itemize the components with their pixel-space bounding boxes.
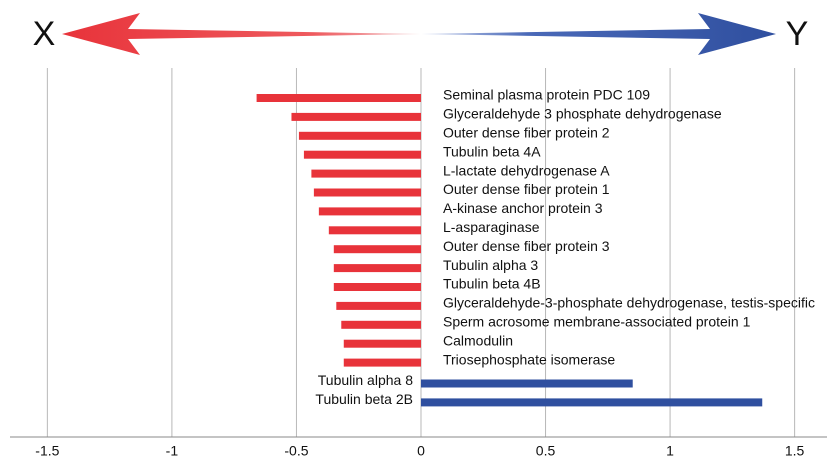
x-tick-label: 0 [417, 443, 425, 459]
bar-label: A-kinase anchor protein 3 [443, 200, 603, 216]
x-tick-label: 0.5 [536, 443, 556, 459]
bar-label: Sperm acrosome membrane-associated prote… [443, 314, 751, 330]
left-arrow [62, 13, 421, 55]
bar-label: Tubulin beta 4A [443, 143, 541, 159]
right-direction-label: Y [786, 15, 809, 53]
bar [311, 169, 421, 178]
x-tick-label: -1.5 [35, 443, 59, 459]
x-tick-label: -0.5 [284, 443, 308, 459]
bar-label: Seminal plasma protein PDC 109 [443, 87, 650, 103]
bar-label: Calmodulin [443, 332, 513, 348]
bar-label: Outer dense fiber protein 3 [443, 238, 610, 254]
bar-label: L-lactate dehydrogenase A [443, 162, 610, 178]
left-direction-label: X [33, 15, 56, 53]
bar [336, 301, 421, 310]
bar [341, 320, 421, 329]
bar [333, 283, 421, 291]
bar-label: Tubulin beta 2B [315, 391, 413, 407]
x-tick-label: 1.5 [785, 443, 805, 459]
bar [328, 226, 421, 235]
bar [303, 150, 421, 159]
bar-label: Glyceraldehyde 3 phosphate dehydrogenase [443, 106, 722, 122]
bar [333, 245, 421, 254]
bar [333, 264, 421, 273]
bar [343, 339, 421, 348]
bar [420, 398, 763, 407]
bar [256, 94, 421, 102]
bar-label: Tubulin alpha 3 [443, 257, 538, 273]
bar-label: Glyceraldehyde-3-phosphate dehydrogenase… [443, 295, 815, 311]
bar [420, 379, 633, 388]
bar-label: Tubulin beta 4B [443, 276, 541, 292]
bar-label: Triosephosphate isomerase [443, 351, 615, 367]
x-tick-label: 1 [666, 443, 674, 459]
x-tick-label: -1 [166, 443, 179, 459]
bar [343, 358, 421, 367]
bar-label: Tubulin alpha 8 [318, 372, 413, 388]
bar [313, 188, 421, 197]
bar [291, 112, 421, 121]
bar-label: L-asparaginase [443, 219, 540, 235]
bar-label: Outer dense fiber protein 2 [443, 125, 610, 141]
right-arrow [421, 13, 776, 55]
bar [298, 131, 421, 140]
bar [318, 207, 421, 216]
bar-label: Outer dense fiber protein 1 [443, 181, 610, 197]
